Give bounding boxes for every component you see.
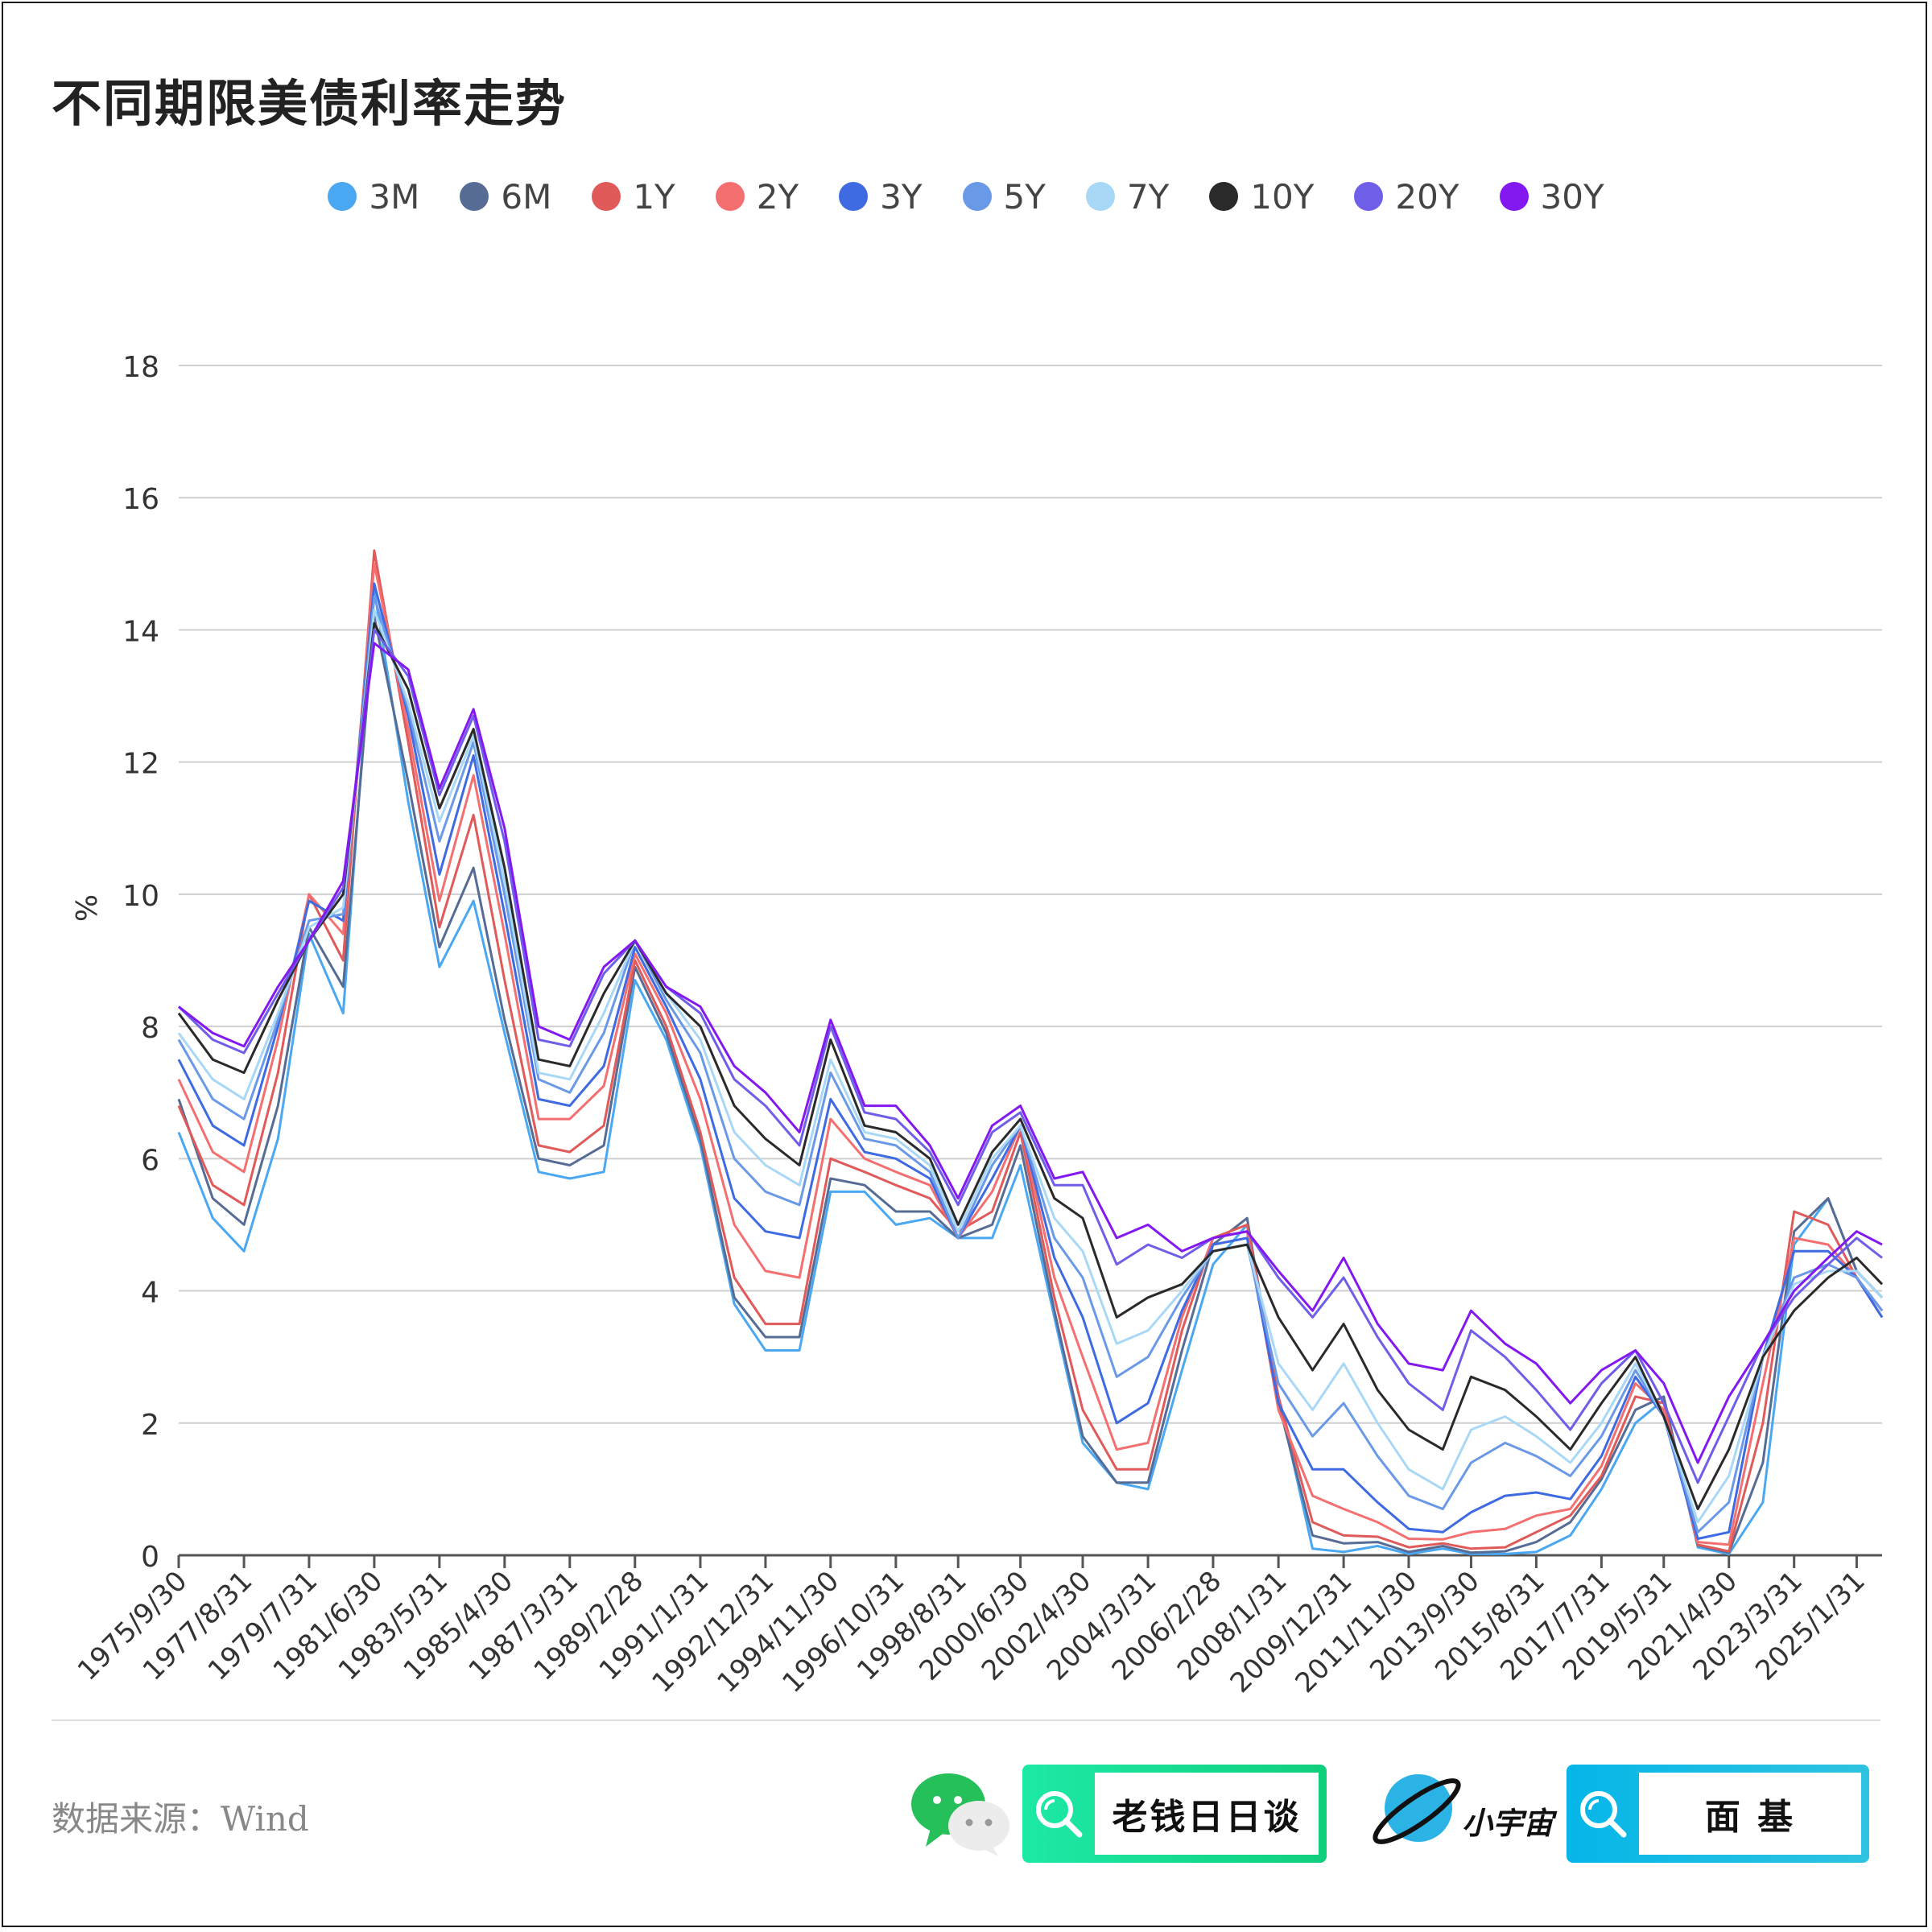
chart-legend: 3M 6M 1Y 2Y 3Y 5Y 7Y 10Y 20Y 30Y: [0, 172, 1932, 221]
series-line-7y: [177, 609, 1884, 1524]
legend-marker: [592, 182, 621, 211]
legend-item-2y[interactable]: 2Y: [715, 176, 799, 217]
podcast-brand-name: 小宇宙: [1462, 1806, 1554, 1841]
legend-item-1y[interactable]: 1Y: [592, 177, 675, 217]
legend-marker: [962, 182, 992, 211]
y-axis-label: %: [71, 894, 104, 922]
legend-item-6m[interactable]: 6M: [460, 177, 551, 217]
legend-item-7y[interactable]: 7Y: [1085, 176, 1170, 217]
legend-marker: [1085, 182, 1115, 211]
search-button-mianji[interactable]: 面 基: [1567, 1765, 1869, 1863]
legend-label: 1Y: [633, 176, 675, 217]
search-text: 老钱日日谈: [1095, 1773, 1319, 1855]
data-source: 数据来源：Wind: [52, 1799, 309, 1839]
chart-title: 不同期限美债利率走势: [52, 74, 568, 133]
y-tick-label: 18: [122, 351, 159, 384]
series-line-30y: [178, 642, 1883, 1464]
search-button-laoqian[interactable]: 老钱日日谈: [1022, 1765, 1327, 1863]
series-line-6m: [177, 615, 1884, 1554]
legend-label: 20Y: [1395, 176, 1459, 217]
y-tick-label: 12: [122, 748, 159, 781]
legend-marker: [715, 182, 745, 211]
y-tick-label: 8: [141, 1012, 159, 1045]
series-line-3y: [177, 582, 1884, 1540]
wechat-icon: [911, 1773, 1009, 1856]
legend-label: 30Y: [1540, 176, 1604, 217]
legend-label: 3M: [369, 176, 420, 217]
legend-marker: [839, 182, 869, 211]
legend-marker: [1354, 182, 1384, 211]
y-tick-label: 16: [122, 483, 159, 516]
legend-item-10y[interactable]: 10Y: [1209, 177, 1314, 217]
series-line-1y: [177, 549, 1884, 1553]
legend-item-3m[interactable]: 3M: [328, 177, 419, 217]
legend-marker: [1499, 182, 1529, 211]
legend-item-20y[interactable]: 20Y: [1354, 177, 1459, 217]
legend-marker: [460, 182, 489, 211]
legend-label: 3Y: [880, 176, 923, 217]
y-tick-label: 0: [141, 1541, 159, 1574]
legend-item-30y[interactable]: 30Y: [1499, 176, 1604, 217]
legend-item-3y[interactable]: 3Y: [839, 176, 923, 217]
legend-label: 6M: [501, 176, 552, 217]
planet-logo-icon: [1373, 1774, 1461, 1844]
legend-marker: [1209, 182, 1239, 211]
y-tick-label: 2: [141, 1409, 159, 1442]
search-text: 面 基: [1639, 1773, 1861, 1855]
y-tick-label: 4: [141, 1277, 159, 1310]
series-line-20y: [177, 628, 1883, 1484]
legend-marker: [328, 182, 357, 211]
legend-label: 10Y: [1250, 176, 1315, 217]
series-line-3m: [177, 588, 1884, 1555]
y-tick-label: 10: [122, 880, 159, 913]
y-tick-label: 14: [122, 615, 159, 648]
legend-item-5y[interactable]: 5Y: [962, 176, 1046, 217]
legend-label: 7Y: [1126, 176, 1170, 217]
search-icon: [1567, 1765, 1639, 1863]
footer-divider: [52, 1719, 1880, 1721]
legend-label: 5Y: [1003, 176, 1046, 217]
series-line-5y: [177, 595, 1884, 1534]
series-line-2y: [177, 562, 1884, 1546]
search-icon: [1022, 1765, 1095, 1863]
legend-label: 2Y: [756, 176, 799, 217]
y-tick-label: 6: [141, 1144, 159, 1177]
series-line-10y: [177, 621, 1884, 1510]
